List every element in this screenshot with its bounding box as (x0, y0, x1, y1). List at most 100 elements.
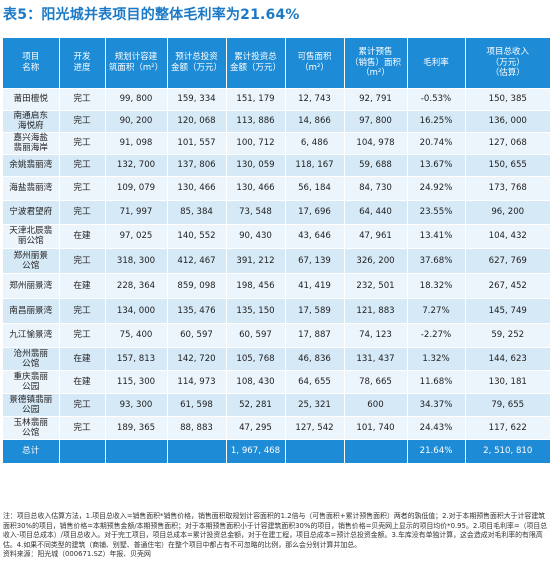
project-name-cell: 莆田檀悦 (3, 88, 60, 111)
total-label: 总计 (3, 439, 60, 464)
cumulative-investment-cell: 130, 466 (226, 176, 286, 201)
project-name-cell: 玉林翡丽 公馆 (3, 416, 60, 440)
table-row: 郑州丽景 公馆 完工 318, 300 412, 467 391, 212 67, 139… (3, 248, 550, 274)
saleable-area-cell: 67, 139 (285, 248, 345, 274)
source-text: 资料来源：阳光城（000671.SZ）年报、贝壳网 (3, 550, 151, 559)
planned-area-cell: 91, 098 (105, 132, 168, 155)
cumulative-investment-cell: 105, 768 (226, 347, 286, 371)
total-revenue-cell: 130, 181 (465, 370, 550, 394)
progress-cell: 在建 (59, 273, 106, 299)
planned-area-cell: 318, 300 (105, 248, 168, 274)
planned-investment-cell: 114, 973 (167, 370, 227, 394)
total-revenue-cell: 127, 068 (465, 132, 550, 155)
total-revenue-cell: 59, 252 (465, 323, 550, 348)
header-planned-investment: 预计总投资 金额（万元） (167, 38, 227, 89)
cumulative-investment-cell: 52, 281 (226, 393, 286, 417)
saleable-area-cell: 12, 743 (285, 88, 345, 111)
presold-area-cell: 326, 200 (344, 248, 408, 274)
planned-area-cell: 189, 365 (105, 416, 168, 440)
total-revenue-cell: 79, 655 (465, 393, 550, 417)
planned-area-cell: 90, 200 (105, 110, 168, 133)
gross-margin-cell: 23.55% (407, 200, 466, 225)
project-name-cell: 南通启东 海悦府 (3, 110, 60, 133)
presold-area-cell: 59, 688 (344, 154, 408, 177)
planned-investment-cell: 142, 720 (167, 347, 227, 371)
saleable-area-cell: 118, 167 (285, 154, 345, 177)
planned-investment-cell: 60, 597 (167, 323, 227, 348)
project-name-cell: 余姚翡丽湾 (3, 154, 60, 177)
progress-cell: 完工 (59, 176, 106, 201)
table-row: 玉林翡丽 公馆 完工 189, 365 88, 883 47, 295 127, 542 1… (3, 416, 550, 440)
total-revenue-cell: 117, 622 (465, 416, 550, 440)
total-revenue-cell: 104, 432 (465, 224, 550, 249)
project-name-cell: 嘉兴海盐 翡丽海岸 (3, 132, 60, 155)
total-progress-cell (59, 439, 106, 464)
project-name-cell: 沧州翡丽 公馆 (3, 347, 60, 371)
progress-cell: 完工 (59, 323, 106, 348)
gross-margin-cell: 13.67% (407, 154, 466, 177)
progress-cell: 完工 (59, 248, 106, 274)
gross-margin-cell: 11.68% (407, 370, 466, 394)
saleable-area-cell: 56, 184 (285, 176, 345, 201)
gross-margin-cell: 16.25% (407, 110, 466, 133)
planned-investment-cell: 859, 098 (167, 273, 227, 299)
total-revenue-cell: 150, 385 (465, 88, 550, 111)
presold-area-cell: 74, 123 (344, 323, 408, 348)
progress-cell: 完工 (59, 416, 106, 440)
saleable-area-cell: 25, 321 (285, 393, 345, 417)
presold-area-cell: 131, 437 (344, 347, 408, 371)
cumulative-investment-cell: 130, 059 (226, 154, 286, 177)
progress-cell: 在建 (59, 224, 106, 249)
planned-investment-cell: 101, 557 (167, 132, 227, 155)
presold-area-cell: 104, 978 (344, 132, 408, 155)
progress-cell: 完工 (59, 393, 106, 417)
planned-area-cell: 75, 400 (105, 323, 168, 348)
gross-margin-cell: -0.53% (407, 88, 466, 111)
saleable-area-cell: 41, 419 (285, 273, 345, 299)
header-total-revenue: 项目总收入 （万元） （估算） (465, 38, 550, 89)
table-row: 南昌丽景湾 完工 134, 000 135, 476 135, 150 17, 589 12… (3, 298, 550, 324)
gross-margin-cell: 20.74% (407, 132, 466, 155)
total-revenue-cell: 150, 655 (465, 154, 550, 177)
saleable-area-cell: 14, 866 (285, 110, 345, 133)
planned-area-cell: 157, 813 (105, 347, 168, 371)
table-row: 景德镇翡丽 公园 完工 93, 300 61, 598 52, 281 25, 321 60… (3, 393, 550, 417)
project-name-cell: 九江愉景湾 (3, 323, 60, 348)
total-revenue-cell: 144, 623 (465, 347, 550, 371)
cumulative-investment-cell: 100, 712 (226, 132, 286, 155)
table-title: 表5：阳光城并表项目的整体毛利率为21.64% (3, 7, 300, 23)
saleable-area-cell: 127, 542 (285, 416, 345, 440)
planned-area-cell: 115, 300 (105, 370, 168, 394)
total-revenue-cell: 267, 452 (465, 273, 550, 299)
project-name-cell: 郑州丽景 公馆 (3, 248, 60, 274)
planned-area-cell: 109, 079 (105, 176, 168, 201)
total-saleable-area-cell (285, 439, 345, 464)
gross-margin-cell: 18.32% (407, 273, 466, 299)
cumulative-investment-cell: 73, 548 (226, 200, 286, 225)
presold-area-cell: 64, 440 (344, 200, 408, 225)
planned-area-cell: 228, 364 (105, 273, 168, 299)
project-name-cell: 南昌丽景湾 (3, 298, 60, 324)
planned-investment-cell: 140, 552 (167, 224, 227, 249)
header-project-name: 项目 名称 (3, 38, 60, 89)
planned-investment-cell: 85, 384 (167, 200, 227, 225)
cumulative-investment-cell: 135, 150 (226, 298, 286, 324)
total-cumulative-investment-cell: 1, 967, 468 (226, 439, 286, 464)
progress-cell: 完工 (59, 132, 106, 155)
cumulative-investment-cell: 391, 212 (226, 248, 286, 274)
header-cumulative-investment: 累计投资总 金额（万元） (226, 38, 286, 89)
table-row: 莆田檀悦 完工 99, 800 159, 334 151, 179 12, 743 92, … (3, 88, 550, 111)
planned-area-cell: 132, 700 (105, 154, 168, 177)
planned-area-cell: 99, 800 (105, 88, 168, 111)
presold-area-cell: 47, 961 (344, 224, 408, 249)
gross-margin-cell: 24.43% (407, 416, 466, 440)
total-revenue-cell: 145, 749 (465, 298, 550, 324)
header-saleable-area: 可售面积 （m²） (285, 38, 345, 89)
saleable-area-cell: 17, 589 (285, 298, 345, 324)
header-planned-area: 规划计容建 筑面积（m²） (105, 38, 168, 89)
header-presold-area: 累计预售 （销售）面积 （m²） (344, 38, 408, 89)
project-name-cell: 宁波君望府 (3, 200, 60, 225)
table-row: 郑州丽景湾 在建 228, 364 859, 098 198, 456 41, 419 23… (3, 273, 550, 299)
gross-margin-cell: 7.27% (407, 298, 466, 324)
total-gross-margin-cell: 21.64% (407, 439, 466, 464)
